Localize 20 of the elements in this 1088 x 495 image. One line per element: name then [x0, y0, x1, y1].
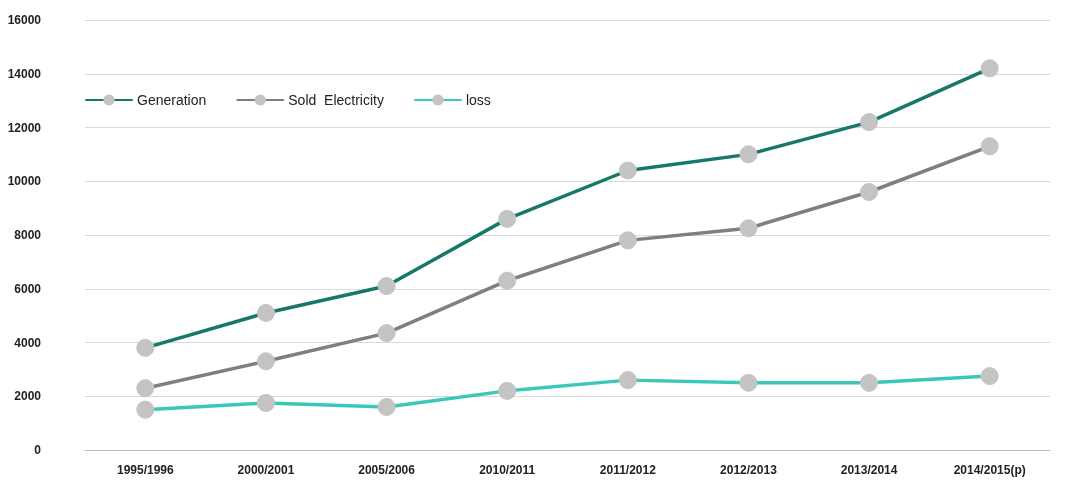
y-tick-label: 12000: [7, 120, 42, 135]
y-tick-label: 16000: [7, 13, 42, 27]
x-tick-label: 2000/2001: [237, 463, 295, 477]
x-tick-label: 2013/2014: [840, 463, 898, 477]
x-tick-label: 2011/2012: [599, 463, 657, 477]
x-tick-label: 2012/2013: [720, 463, 778, 477]
y-tick-label: 8000: [14, 228, 42, 242]
legend-label: loss: [465, 92, 491, 108]
y-tick-label: 2000: [14, 389, 42, 404]
y-tick-label: 14000: [7, 66, 42, 81]
y-tick-label: 6000: [14, 281, 42, 296]
x-tick-label: 2010/2011: [479, 463, 536, 477]
x-tick-label: 2014/2015(p): [953, 463, 1026, 477]
legend-label: Sold Electricity: [288, 92, 384, 108]
y-tick-label: 10000: [7, 174, 42, 189]
x-tick-label: 1995/1996: [116, 463, 174, 477]
x-tick-label: 2005/2006: [358, 463, 416, 477]
legend-label: Generation: [137, 92, 207, 108]
y-tick-label: 0: [34, 443, 42, 457]
y-tick-label: 4000: [14, 335, 42, 350]
